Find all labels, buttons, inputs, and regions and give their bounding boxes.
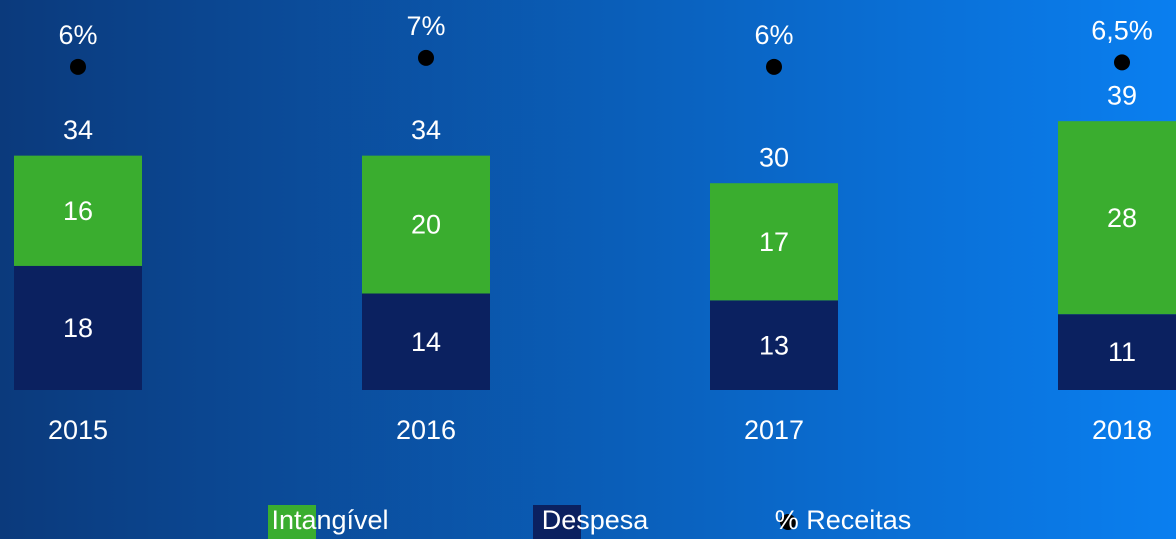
bar-segment — [710, 300, 838, 390]
dot-label: 6% — [58, 20, 97, 50]
legend-marker — [780, 514, 796, 530]
segment-label: 11 — [1108, 337, 1136, 367]
bar-segment — [1058, 314, 1176, 390]
dot — [1114, 54, 1130, 71]
total-label: 39 — [1107, 80, 1137, 110]
total-label: 34 — [63, 115, 93, 145]
dot-label: 6% — [754, 20, 793, 50]
total-label: 30 — [759, 142, 789, 172]
bar-segment — [710, 183, 838, 301]
dot — [70, 58, 86, 75]
dot-label: 7% — [406, 11, 445, 41]
x-tick-label: 2016 — [396, 415, 456, 445]
legend-label: Intangível — [271, 505, 388, 535]
segment-label: 18 — [63, 313, 93, 343]
x-tick-label: 2018 — [1092, 415, 1152, 445]
dot — [418, 49, 434, 66]
bar-segment — [362, 155, 490, 294]
legend-label: Despesa — [542, 505, 650, 535]
legend-swatch — [268, 505, 316, 539]
bar-segment — [14, 265, 142, 390]
bar-segment — [14, 155, 142, 266]
total-label: 34 — [411, 115, 441, 145]
segment-label: 14 — [411, 327, 441, 357]
x-tick-label: 2015 — [48, 415, 108, 445]
legend-label: % Receitas — [775, 505, 912, 535]
x-tick-label: 2017 — [744, 415, 804, 445]
bar-segment — [362, 293, 490, 390]
segment-label: 28 — [1107, 203, 1137, 233]
segment-label: 17 — [759, 227, 789, 257]
legend-swatch — [533, 505, 581, 539]
segment-label: 20 — [411, 210, 441, 240]
dot — [766, 58, 782, 75]
segment-label: 16 — [63, 196, 93, 226]
dot-label: 6,5% — [1091, 15, 1153, 45]
bar-segment — [1058, 121, 1176, 315]
segment-label: 13 — [759, 330, 789, 360]
